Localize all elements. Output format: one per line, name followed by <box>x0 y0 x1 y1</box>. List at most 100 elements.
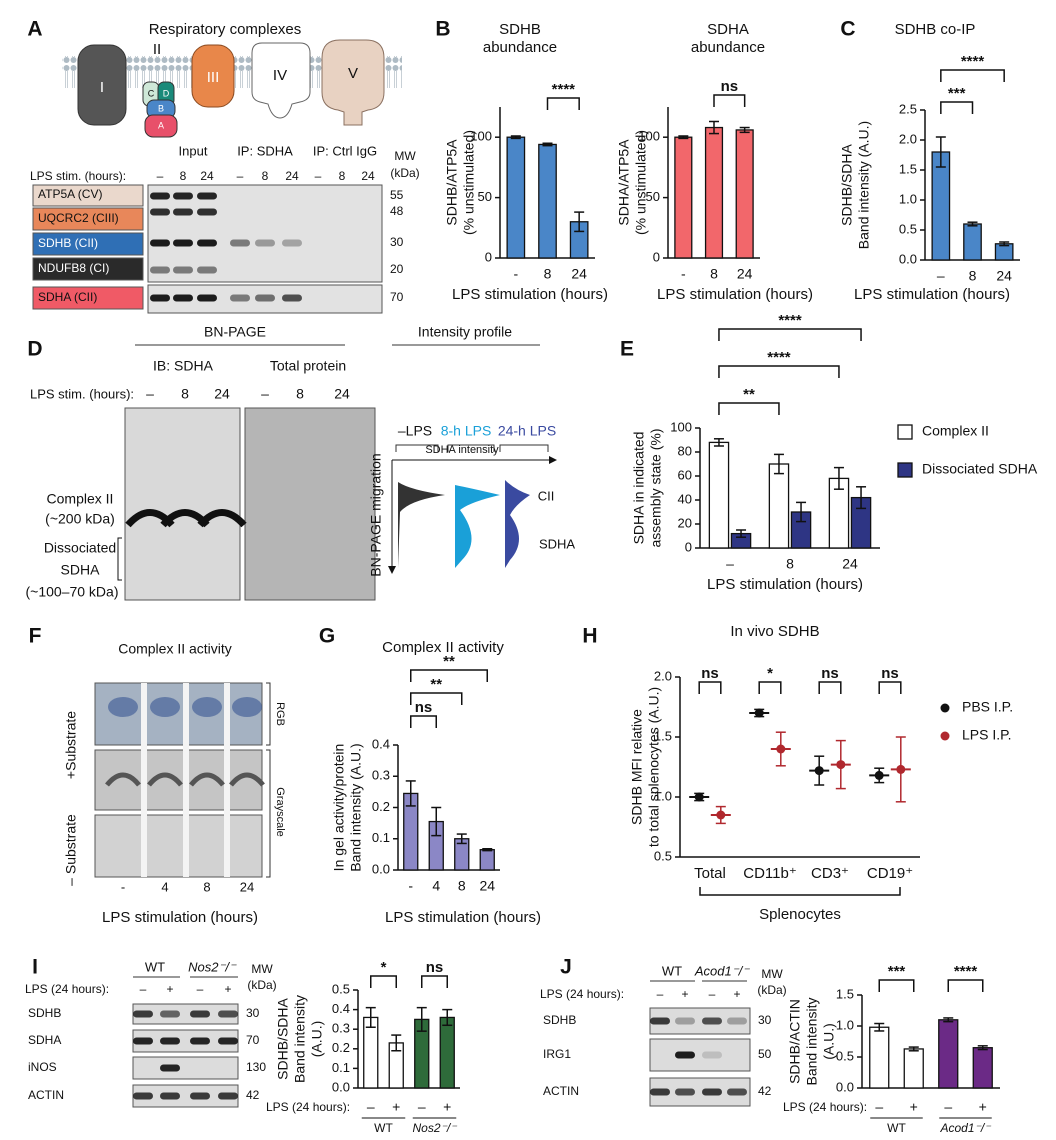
y-tick-label: 1.5 <box>899 161 917 176</box>
significance-bracket <box>370 975 397 988</box>
x-axis-label: LPS stimulation (hours) <box>854 286 1010 303</box>
genotype: WT <box>145 959 165 974</box>
complex-label: I <box>100 79 104 96</box>
significance-bracket <box>878 979 915 992</box>
significance-label: * <box>381 959 387 976</box>
significance-label: **** <box>778 312 802 329</box>
panel-label: A <box>27 18 42 41</box>
lane-label: – <box>709 987 716 1001</box>
bracket <box>117 537 122 581</box>
significance-bracket <box>718 328 862 341</box>
y-tick-label: 80 <box>678 443 692 458</box>
panel-label: B <box>435 18 450 41</box>
significance-label: ns <box>426 959 444 976</box>
y-tick-label: 40 <box>678 491 692 506</box>
panel-label: J <box>560 956 572 979</box>
significance-label: **** <box>961 53 985 70</box>
bar <box>704 126 724 259</box>
y-axis-label: Band intensity <box>292 995 308 1083</box>
significance-label: **** <box>767 349 791 366</box>
panel-label: H <box>582 625 597 648</box>
mw-label: 30 <box>758 1013 772 1027</box>
significance-bracket <box>940 69 1005 82</box>
complex-label: III <box>207 69 220 86</box>
band-label: SDHA <box>61 562 101 578</box>
dot <box>694 792 704 802</box>
lane-label: – <box>237 169 244 183</box>
x-tick-label: – <box>726 556 734 572</box>
mw-label: 30 <box>246 1006 260 1020</box>
significance-bracket <box>410 715 437 728</box>
chart-title: SDHB co-IP <box>895 21 976 38</box>
row-box <box>32 232 144 256</box>
group-label: Acod1⁻/⁻ <box>939 1121 992 1135</box>
lane-label: 24 <box>285 169 299 183</box>
profile-label: –LPS <box>398 423 432 439</box>
blot-band <box>197 208 217 216</box>
significance-label: ** <box>743 386 755 403</box>
significance-label: * <box>767 665 773 682</box>
x-tick-label: 24 <box>479 878 495 894</box>
x-tick-label: 8 <box>969 268 977 284</box>
blot-band <box>173 192 193 200</box>
y-tick-label: 0.5 <box>332 981 350 996</box>
significance-bracket <box>878 681 902 694</box>
mw-header: MW <box>761 967 783 981</box>
row-label: SDHA <box>28 1033 61 1047</box>
condition-label: LPS stim. (hours): <box>30 386 134 401</box>
x-tick-label: – <box>875 1099 883 1115</box>
lane-label: 24 <box>334 386 350 402</box>
chart-title: Complex II activity <box>382 639 504 656</box>
lane-label: 4 <box>161 879 168 894</box>
blot-band <box>727 1017 747 1025</box>
diagram-title: Respiratory complexes <box>149 21 302 38</box>
y-tick-label: 0 <box>653 249 660 264</box>
chart-title: abundance <box>691 39 765 56</box>
blot-band <box>282 239 302 247</box>
significance-bracket <box>421 975 448 988</box>
lane-label: 24 <box>361 169 375 183</box>
lane-label: 8 <box>203 879 210 894</box>
bar <box>506 136 526 259</box>
row-label: IRG1 <box>543 1047 571 1061</box>
mw-header: (kDa) <box>247 978 276 992</box>
bar <box>708 441 730 549</box>
y-tick-label: 0.0 <box>836 1079 854 1094</box>
row-box <box>32 286 144 310</box>
significance-bracket <box>718 402 780 415</box>
y-tick-label: 2.5 <box>899 101 917 116</box>
x-tick-label: - <box>681 266 686 282</box>
y-axis-label: Band intensity <box>804 998 820 1086</box>
y-tick-label: 100 <box>638 129 660 144</box>
y-tick-label: 1.0 <box>654 788 672 803</box>
gel-blob <box>232 697 262 717</box>
significance-label: ** <box>443 653 455 670</box>
lane-label: + <box>733 987 740 1001</box>
significance-label: ns <box>721 78 739 95</box>
lane-label: 8 <box>262 169 269 183</box>
significance-label: ns <box>821 665 839 682</box>
profile <box>398 462 445 568</box>
row-box <box>32 207 144 231</box>
row-box <box>32 257 144 281</box>
row-box <box>32 184 144 207</box>
x-tick-label: CD19⁺ <box>867 865 913 882</box>
blot-band <box>218 1092 238 1100</box>
row-label: ATP5A (CV) <box>38 187 102 201</box>
x-tick-label: Total <box>694 865 726 882</box>
dot <box>836 760 846 770</box>
y-axis-label: to total splenocytes (A.U.) <box>646 687 662 847</box>
blot-band <box>675 1051 695 1059</box>
condition-label: LPS (24 hours): <box>783 1100 867 1114</box>
blot-band <box>173 239 193 247</box>
complex-v <box>321 39 385 126</box>
x-tick-label: 8 <box>544 266 552 282</box>
bar <box>938 1019 959 1089</box>
lane-label: – <box>140 982 147 996</box>
subunit-label: D <box>163 88 170 98</box>
x-tick-label: 8 <box>786 556 794 572</box>
y-tick-label: 2.0 <box>654 668 672 683</box>
blot-band <box>150 192 170 200</box>
complex-iv <box>251 42 311 119</box>
